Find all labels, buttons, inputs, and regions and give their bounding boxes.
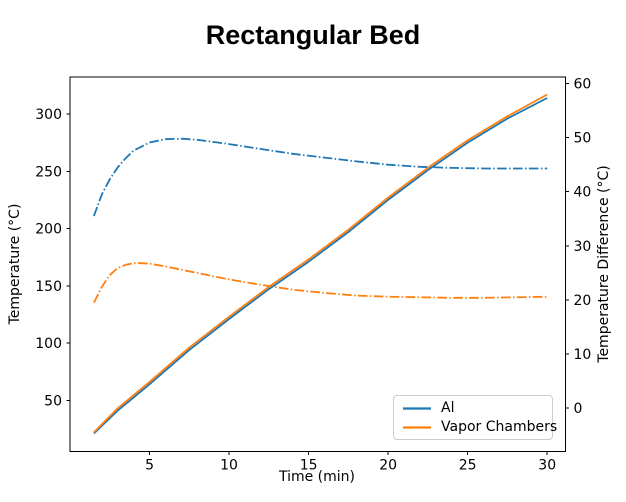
y-right-tick-label: 60 <box>574 76 592 92</box>
right-axis-label: Temperature Difference (°C) <box>596 165 612 363</box>
series-vapor-chambers-temperature <box>93 93 548 434</box>
left-axis-label: Temperature (°C) <box>7 203 23 325</box>
legend: Al Vapor Chambers <box>393 395 557 440</box>
y-right-tick-label: 30 <box>574 239 592 255</box>
y-left-tick-label: 200 <box>35 222 62 238</box>
legend-item-vapor-chambers: Vapor Chambers <box>394 418 557 437</box>
legend-label-al: Al <box>441 400 455 416</box>
x-tick-label: 30 <box>538 458 556 474</box>
legend-item-al: Al <box>394 399 552 418</box>
y-left-tick-label: 150 <box>35 279 62 295</box>
y-left-tick-label: 50 <box>44 393 62 409</box>
al-line-swatch <box>403 407 431 410</box>
chart-title: Rectangular Bed <box>205 20 421 50</box>
x-tick-label: 25 <box>459 458 477 474</box>
y-left-tick-label: 100 <box>35 336 62 352</box>
y-right-tick-label: 50 <box>574 131 592 147</box>
series-al-temperature <box>93 97 548 435</box>
y-right-tick-label: 20 <box>574 293 592 309</box>
y-right-tick-label: 40 <box>574 185 592 201</box>
y-left-tick-label: 250 <box>35 164 62 180</box>
x-tick-label: 15 <box>300 458 318 474</box>
vapor-chambers-line-swatch <box>403 426 431 429</box>
series-vapor-chambers-temperature-difference <box>93 262 548 304</box>
x-tick-label: 20 <box>379 458 397 474</box>
y-right-tick-label: 0 <box>574 401 583 417</box>
y-right-tick-label: 10 <box>574 347 592 363</box>
x-axis-label: Time (min) <box>278 469 356 485</box>
plot-border <box>69 76 566 452</box>
series-al-temperature-difference <box>93 137 548 217</box>
y-left-tick-label: 300 <box>35 107 62 123</box>
legend-label-vapor-chambers: Vapor Chambers <box>441 419 558 435</box>
x-tick-label: 5 <box>145 458 154 474</box>
x-tick-label: 10 <box>220 458 238 474</box>
